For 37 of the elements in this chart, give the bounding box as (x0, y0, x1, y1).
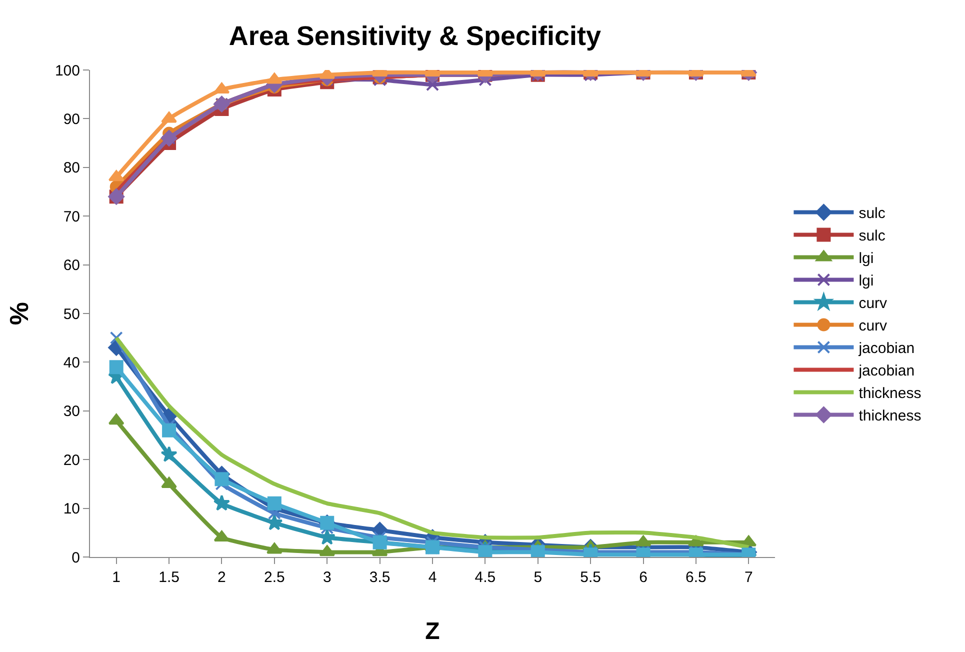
y-axis-title: % (4, 302, 34, 326)
legend-label: lgi (858, 272, 874, 290)
x-tick-label: 3.5 (369, 569, 390, 586)
legend-label: curv (858, 295, 888, 312)
legend-label: curv (858, 318, 888, 335)
legend-label: jacobian (858, 340, 915, 358)
y-tick-label: 100 (54, 62, 80, 80)
y-tick-label: 30 (63, 403, 80, 420)
y-tick-label: 80 (63, 160, 80, 177)
y-tick-label: 70 (63, 208, 80, 226)
y-tick-label: 50 (63, 306, 80, 323)
x-tick-label: 6 (639, 569, 648, 586)
y-tick-label: 40 (63, 354, 80, 372)
legend-label: thickness (858, 408, 922, 425)
y-tick-label: 10 (63, 500, 80, 518)
y-tick-label: 20 (63, 452, 80, 469)
x-tick-label: 4.5 (474, 569, 496, 586)
x-tick-label: 2 (218, 569, 226, 586)
legend-label: sulc (858, 205, 886, 222)
legend-label: sulc (858, 228, 886, 245)
legend-label: thickness (858, 385, 922, 402)
x-tick-label: 1 (112, 569, 121, 586)
y-tick-label: 90 (63, 110, 80, 128)
x-tick-label: 2.5 (264, 569, 285, 586)
x-tick-label: 5.5 (580, 569, 602, 586)
y-tick-label: 60 (63, 257, 80, 274)
legend-label: lgi (858, 250, 874, 268)
y-tick-label: 0 (72, 549, 80, 566)
x-tick-label: 1.5 (158, 569, 180, 586)
x-tick-label: 4 (428, 569, 437, 586)
x-tick-label: 3 (322, 569, 332, 586)
x-tick-label: 7 (744, 569, 753, 586)
legend-label: jacobian (858, 362, 915, 380)
x-tick-label: 5 (534, 569, 542, 586)
x-axis-title: Z (425, 618, 440, 645)
x-tick-label: 6.5 (686, 569, 706, 586)
chart-title: Area Sensitivity & Specificity (228, 20, 602, 51)
